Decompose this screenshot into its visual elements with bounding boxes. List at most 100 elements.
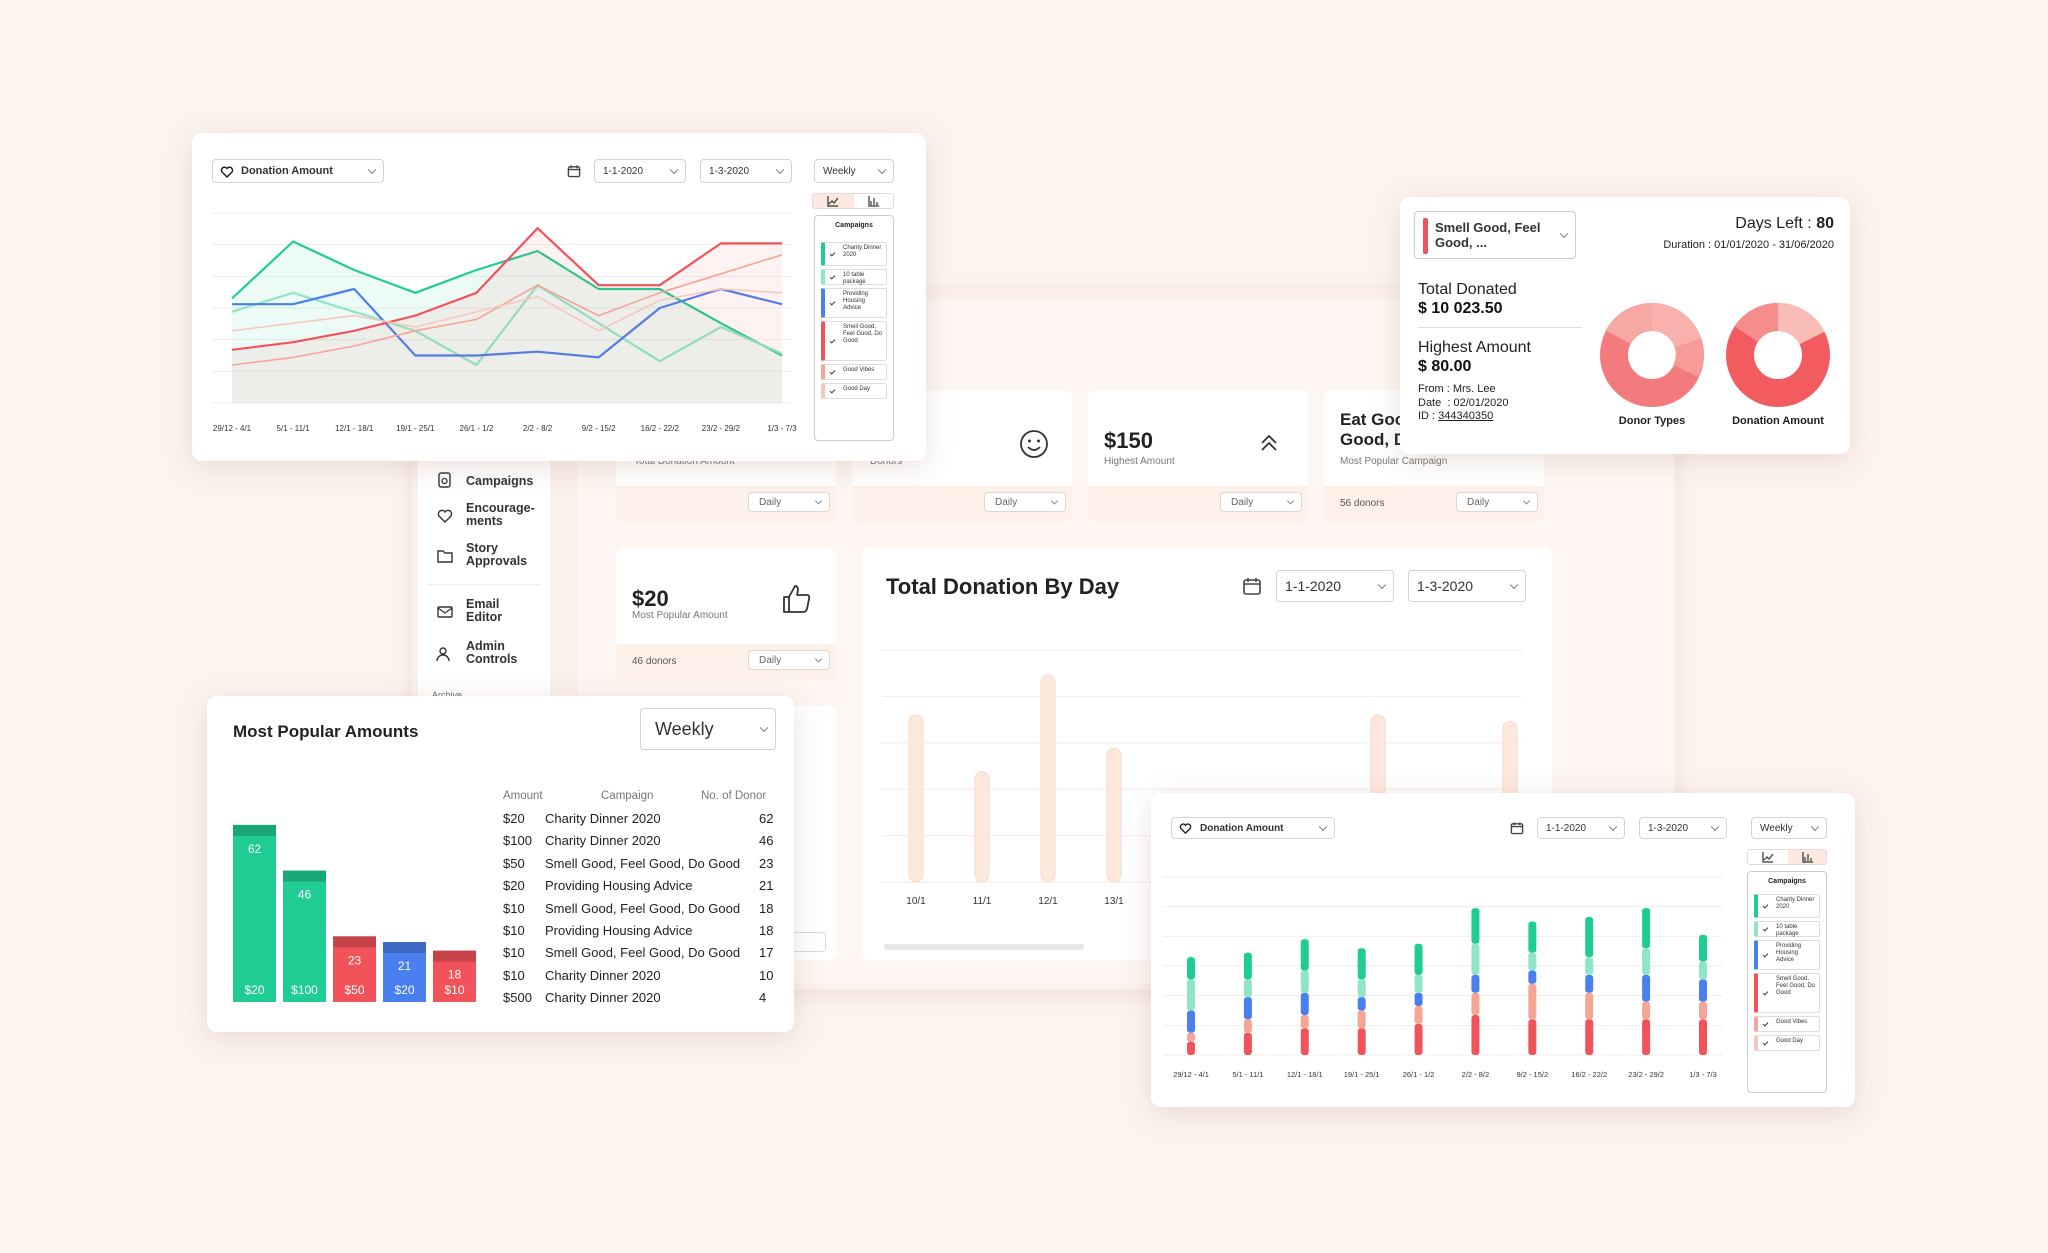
- bar-segment: [1357, 1028, 1366, 1055]
- sidebar-item-encouragements[interactable]: Encourage-ments: [434, 502, 544, 532]
- x-tick-label: 12/1 - 18/1: [335, 424, 374, 433]
- bar-segment: [1642, 1019, 1651, 1055]
- horizontal-scrollbar[interactable]: [884, 944, 1084, 950]
- period-select[interactable]: Weekly: [1751, 817, 1827, 839]
- check-icon: [829, 337, 836, 344]
- legend-item[interactable]: Charity Dinner 2020: [1754, 894, 1820, 918]
- bar-segment: [1699, 979, 1707, 1002]
- campaign-cell: Providing Housing Advice: [545, 923, 693, 938]
- donor-count-cell: 18: [759, 900, 774, 916]
- check-icon: [1762, 1020, 1769, 1027]
- bar-segment: [1243, 979, 1252, 998]
- legend-item[interactable]: Charity Dinner 2020: [821, 242, 887, 266]
- bar-value-label: 46: [298, 888, 312, 902]
- bar-value-label: 62: [248, 842, 262, 856]
- line-chart-toggle[interactable]: [1748, 850, 1788, 864]
- sidebar-item-campaigns[interactable]: Campaigns: [434, 468, 544, 494]
- donor-count-cell: 4: [759, 990, 767, 1006]
- table-row: $20 Charity Dinner 2020 62: [503, 808, 783, 830]
- legend-item[interactable]: Providing Housing Advice: [1754, 940, 1820, 970]
- total-donated-value: $ 10 023.50: [1418, 300, 1503, 317]
- amount-cell: $20: [503, 878, 525, 894]
- sidebar-item-label: Campaigns: [466, 474, 534, 488]
- bar-segment: [1357, 1010, 1366, 1029]
- bar-chart-toggle[interactable]: [854, 194, 893, 208]
- donor-id-link[interactable]: 344340350: [1438, 410, 1494, 422]
- period-select[interactable]: Weekly: [814, 159, 894, 183]
- x-tick-label: 1/3 - 7/3: [1689, 1070, 1717, 1079]
- bar-cap: [283, 870, 326, 882]
- metric-select[interactable]: Donation Amount: [212, 159, 384, 183]
- bar-segment: [1187, 1010, 1195, 1033]
- legend-label: Good Vibes: [1776, 1019, 1808, 1025]
- sidebar-item-story-approvals[interactable]: Story Approvals: [434, 542, 544, 572]
- table-row: $20 Providing Housing Advice 21: [503, 875, 783, 897]
- sidebar-item-admin-controls[interactable]: Admin Controls: [434, 640, 544, 670]
- period-select[interactable]: Daily: [1220, 492, 1302, 512]
- heart-hand-icon: [220, 166, 234, 179]
- legend-item[interactable]: Good Day: [821, 383, 887, 399]
- campaign-cell: Charity Dinner 2020: [545, 811, 661, 826]
- campaign-legend: Campaigns Charity Dinner 2020 10 table pa…: [1747, 871, 1827, 1093]
- period-select[interactable]: Daily: [984, 492, 1066, 512]
- legend-item[interactable]: Good Day: [1754, 1035, 1820, 1051]
- period-select[interactable]: Daily: [748, 492, 830, 512]
- period-select[interactable]: Daily: [1456, 492, 1538, 512]
- legend-item[interactable]: Smell Good, Feel Good, Do Good: [1754, 973, 1820, 1013]
- check-icon: [1762, 902, 1769, 909]
- metric-select[interactable]: Donation Amount: [1171, 817, 1335, 839]
- stat-caption: Most Popular Amount: [632, 610, 728, 621]
- legend-label: 10 table package: [843, 272, 866, 285]
- date-from-select[interactable]: 1-1-2020: [1276, 570, 1394, 602]
- legend-label: Smell Good, Feel Good, Do Good: [1776, 976, 1816, 996]
- check-icon: [829, 250, 836, 257]
- bar-segment: [1471, 1014, 1480, 1055]
- bar-segment: [1585, 957, 1594, 975]
- stat-card-popular-amount: $20 Most Popular Amount 46 donors Daily: [616, 548, 836, 680]
- donor-count-cell: 46: [759, 833, 774, 849]
- legend-item[interactable]: Smell Good, Feel Good, Do Good: [821, 321, 887, 361]
- legend-item[interactable]: Good Vibes: [821, 364, 887, 380]
- stat-value: $150: [1104, 428, 1153, 453]
- legend-label: Providing Housing Advice: [843, 291, 869, 311]
- bar-chart-icon: [868, 196, 879, 207]
- campaign-legend: Campaigns Charity Dinner 2020 10 table pa…: [814, 215, 894, 441]
- campaign-select[interactable]: Smell Good, Feel Good, ...: [1414, 211, 1576, 259]
- donor-count-cell: 21: [759, 878, 774, 894]
- date-to-select[interactable]: 1-3-2020: [1639, 817, 1727, 839]
- highest-id: ID : 344340350: [1418, 410, 1494, 422]
- period-select[interactable]: Weekly: [640, 708, 776, 750]
- x-tick-label: 19/1 - 25/1: [1344, 1070, 1380, 1079]
- bar-segment: [1300, 970, 1309, 993]
- bar-segment: [1699, 1001, 1707, 1020]
- date-from-select[interactable]: 1-1-2020: [1537, 817, 1625, 839]
- stat-caption: Highest Amount: [1104, 456, 1175, 467]
- legend-item[interactable]: 10 table package: [821, 269, 887, 285]
- legend-item[interactable]: Good Vibes: [1754, 1016, 1820, 1032]
- bar-chart-toggle[interactable]: [1788, 850, 1826, 864]
- table-row: $10 Smell Good, Feel Good, Do Good 17: [503, 942, 783, 964]
- bar-segment: [1414, 1023, 1423, 1055]
- donor-count-cell: 23: [759, 855, 774, 871]
- sidebar-item-email-editor[interactable]: Email Editor: [434, 598, 544, 628]
- date-from-select[interactable]: 1-1-2020: [594, 159, 686, 183]
- date-to-select[interactable]: 1-3-2020: [1408, 570, 1526, 602]
- campaigns-icon: [438, 472, 451, 488]
- bar-segment: [1471, 908, 1480, 944]
- legend-label: Good Day: [1776, 1038, 1804, 1044]
- legend-item[interactable]: 10 table package: [1754, 921, 1820, 937]
- bar: [383, 942, 426, 1002]
- legend-label: 10 table package: [1776, 924, 1799, 937]
- series-area: [232, 228, 782, 403]
- legend-item[interactable]: Providing Housing Advice: [821, 288, 887, 318]
- duration: Duration : 01/01/2020 - 31/06/2020: [1663, 239, 1834, 251]
- date-to-select[interactable]: 1-3-2020: [700, 159, 792, 183]
- bar-chart-icon: [1802, 852, 1813, 863]
- bar-segment: [1699, 934, 1707, 962]
- bar-segment: [1357, 997, 1366, 1011]
- period-select[interactable]: Daily: [748, 650, 830, 670]
- bar-category-label: $100: [291, 983, 318, 997]
- bar: [908, 714, 924, 883]
- bar-segment: [1243, 952, 1252, 980]
- line-chart-toggle[interactable]: [813, 194, 854, 208]
